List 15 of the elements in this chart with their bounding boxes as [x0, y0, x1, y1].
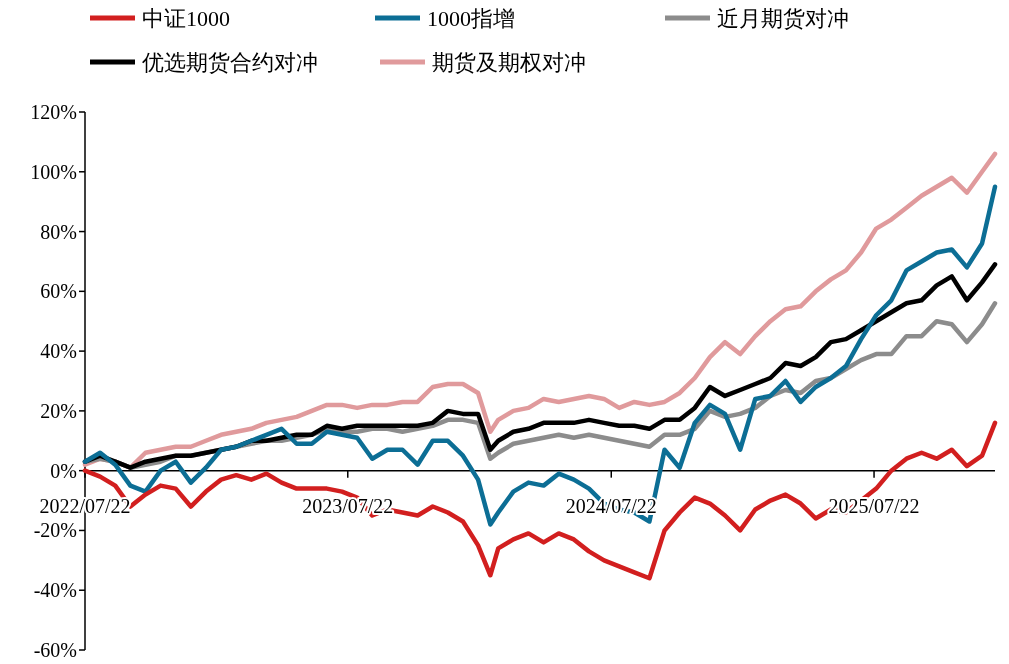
y-tick-label: 0%	[50, 459, 77, 482]
y-tick-label: 100%	[30, 160, 77, 183]
legend-label: 期货及期权对冲	[432, 50, 586, 75]
legend-label: 中证1000	[142, 6, 230, 31]
y-tick-label: 60%	[40, 280, 77, 303]
legend-label: 优选期货合约对冲	[142, 50, 318, 75]
y-tick-label: -60%	[33, 639, 77, 661]
y-tick-label: 20%	[40, 399, 77, 422]
legend-label: 近月期货对冲	[717, 6, 849, 31]
y-tick-label: 40%	[40, 340, 77, 363]
y-tick-label: 80%	[40, 220, 77, 243]
legend-label: 1000指增	[427, 6, 515, 31]
y-tick-label: 120%	[30, 101, 77, 123]
y-tick-label: -20%	[33, 519, 77, 542]
y-tick-label: -40%	[33, 579, 77, 602]
